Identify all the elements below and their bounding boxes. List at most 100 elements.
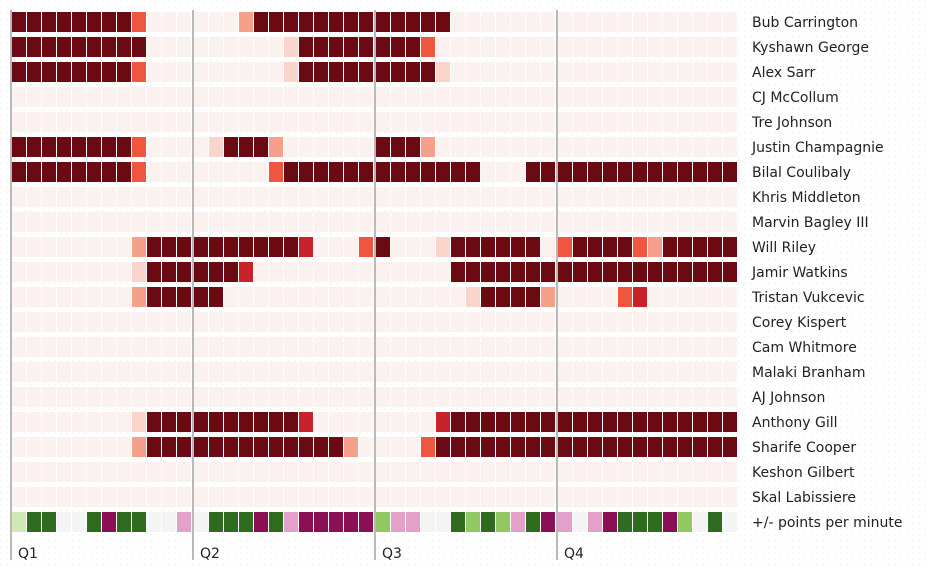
heatmap-cell (436, 337, 450, 357)
heatmap-cell (194, 87, 208, 107)
heatmap-cell (466, 12, 480, 32)
heatmap-cell (466, 362, 480, 382)
heatmap-cell (436, 137, 450, 157)
heatmap-cell (663, 112, 677, 132)
plus-minus-cell (421, 512, 435, 532)
heatmap-cell (147, 387, 161, 407)
heatmap-cell (329, 112, 343, 132)
heatmap-cell (284, 37, 298, 57)
heatmap-cell (132, 362, 146, 382)
heatmap-cell (511, 462, 525, 482)
heatmap-cell (12, 212, 26, 232)
heatmap-cell (284, 112, 298, 132)
heatmap-cell (27, 112, 41, 132)
heatmap-cell (678, 462, 692, 482)
heatmap-cell (299, 487, 313, 507)
heatmap-cell (42, 362, 56, 382)
plus-minus-cell (436, 512, 450, 532)
heatmap-cell (406, 362, 420, 382)
heatmap-cell (663, 462, 677, 482)
heatmap-cell (436, 62, 450, 82)
heatmap-cell (12, 37, 26, 57)
heatmap-cell (87, 37, 101, 57)
heatmap-cell (603, 37, 617, 57)
quarter-dividers (10, 10, 558, 560)
heatmap-cell (299, 237, 313, 257)
heatmap-cell (57, 87, 71, 107)
heatmap-cell (284, 262, 298, 282)
heatmap-cell (299, 112, 313, 132)
heatmap-cell (254, 387, 268, 407)
heatmap-cell (723, 112, 737, 132)
heatmap-cell (603, 187, 617, 207)
heatmap-cell (436, 312, 450, 332)
heatmap-cell (648, 37, 662, 57)
heatmap-cell (224, 437, 238, 457)
heatmap-cell (466, 237, 480, 257)
heatmap-cell (406, 337, 420, 357)
heatmap-cell (194, 212, 208, 232)
heatmap-cell (466, 387, 480, 407)
heatmap-cell (573, 262, 587, 282)
heatmap-cell (678, 187, 692, 207)
heatmap-cell (299, 187, 313, 207)
heatmap-cell (633, 312, 647, 332)
heatmap-cell (42, 137, 56, 157)
heatmap-cell (663, 437, 677, 457)
heatmap-cell (558, 262, 572, 282)
heatmap-cell (344, 37, 358, 57)
heatmap-cell (27, 12, 41, 32)
heatmap-cell (618, 387, 632, 407)
heatmap-cell (451, 287, 465, 307)
heatmap-cell (42, 62, 56, 82)
heatmap-cell (663, 362, 677, 382)
heatmap-cell (239, 287, 253, 307)
heatmap-cell (496, 212, 510, 232)
heatmap-cell (588, 212, 602, 232)
heatmap-cell (12, 412, 26, 432)
heatmap-cell (391, 387, 405, 407)
heatmap-cell (648, 87, 662, 107)
heatmap-cell (194, 162, 208, 182)
heatmap-cell (162, 37, 176, 57)
heatmap-cell (117, 112, 131, 132)
heatmap-cell (678, 387, 692, 407)
heatmap-cell (558, 287, 572, 307)
heatmap-cell (376, 387, 390, 407)
heatmap-cell (376, 487, 390, 507)
heatmap-cell (254, 187, 268, 207)
heatmap-cell (618, 187, 632, 207)
heatmap-cell (117, 87, 131, 107)
heatmap-cell (663, 262, 677, 282)
heatmap-cell (314, 262, 328, 282)
heatmap-cell (284, 362, 298, 382)
player-label: Justin Champagnie (751, 140, 884, 156)
heatmap-cell (359, 187, 373, 207)
heatmap-cell (147, 262, 161, 282)
heatmap-cell (329, 437, 343, 457)
heatmap-cell (359, 462, 373, 482)
heatmap-cell (42, 387, 56, 407)
heatmap-cell (194, 37, 208, 57)
heatmap-cell (558, 212, 572, 232)
heatmap-cell (526, 187, 540, 207)
heatmap-cell (663, 37, 677, 57)
heatmap-cell (344, 262, 358, 282)
heatmap-cell (147, 212, 161, 232)
heatmap-cell (344, 312, 358, 332)
heatmap-cell (344, 62, 358, 82)
heatmap-cell (132, 37, 146, 57)
heatmap-cell (723, 437, 737, 457)
heatmap-cell (573, 87, 587, 107)
heatmap-cell (42, 262, 56, 282)
heatmap-cell (406, 137, 420, 157)
heatmap-cell (526, 487, 540, 507)
heatmap-cell (254, 412, 268, 432)
heatmap-cell (558, 137, 572, 157)
heatmap-cell (693, 412, 707, 432)
heatmap-cell (177, 362, 191, 382)
heatmap-cell (588, 137, 602, 157)
heatmap-cell (391, 262, 405, 282)
heatmap-cell (177, 187, 191, 207)
heatmap-cell (359, 87, 373, 107)
